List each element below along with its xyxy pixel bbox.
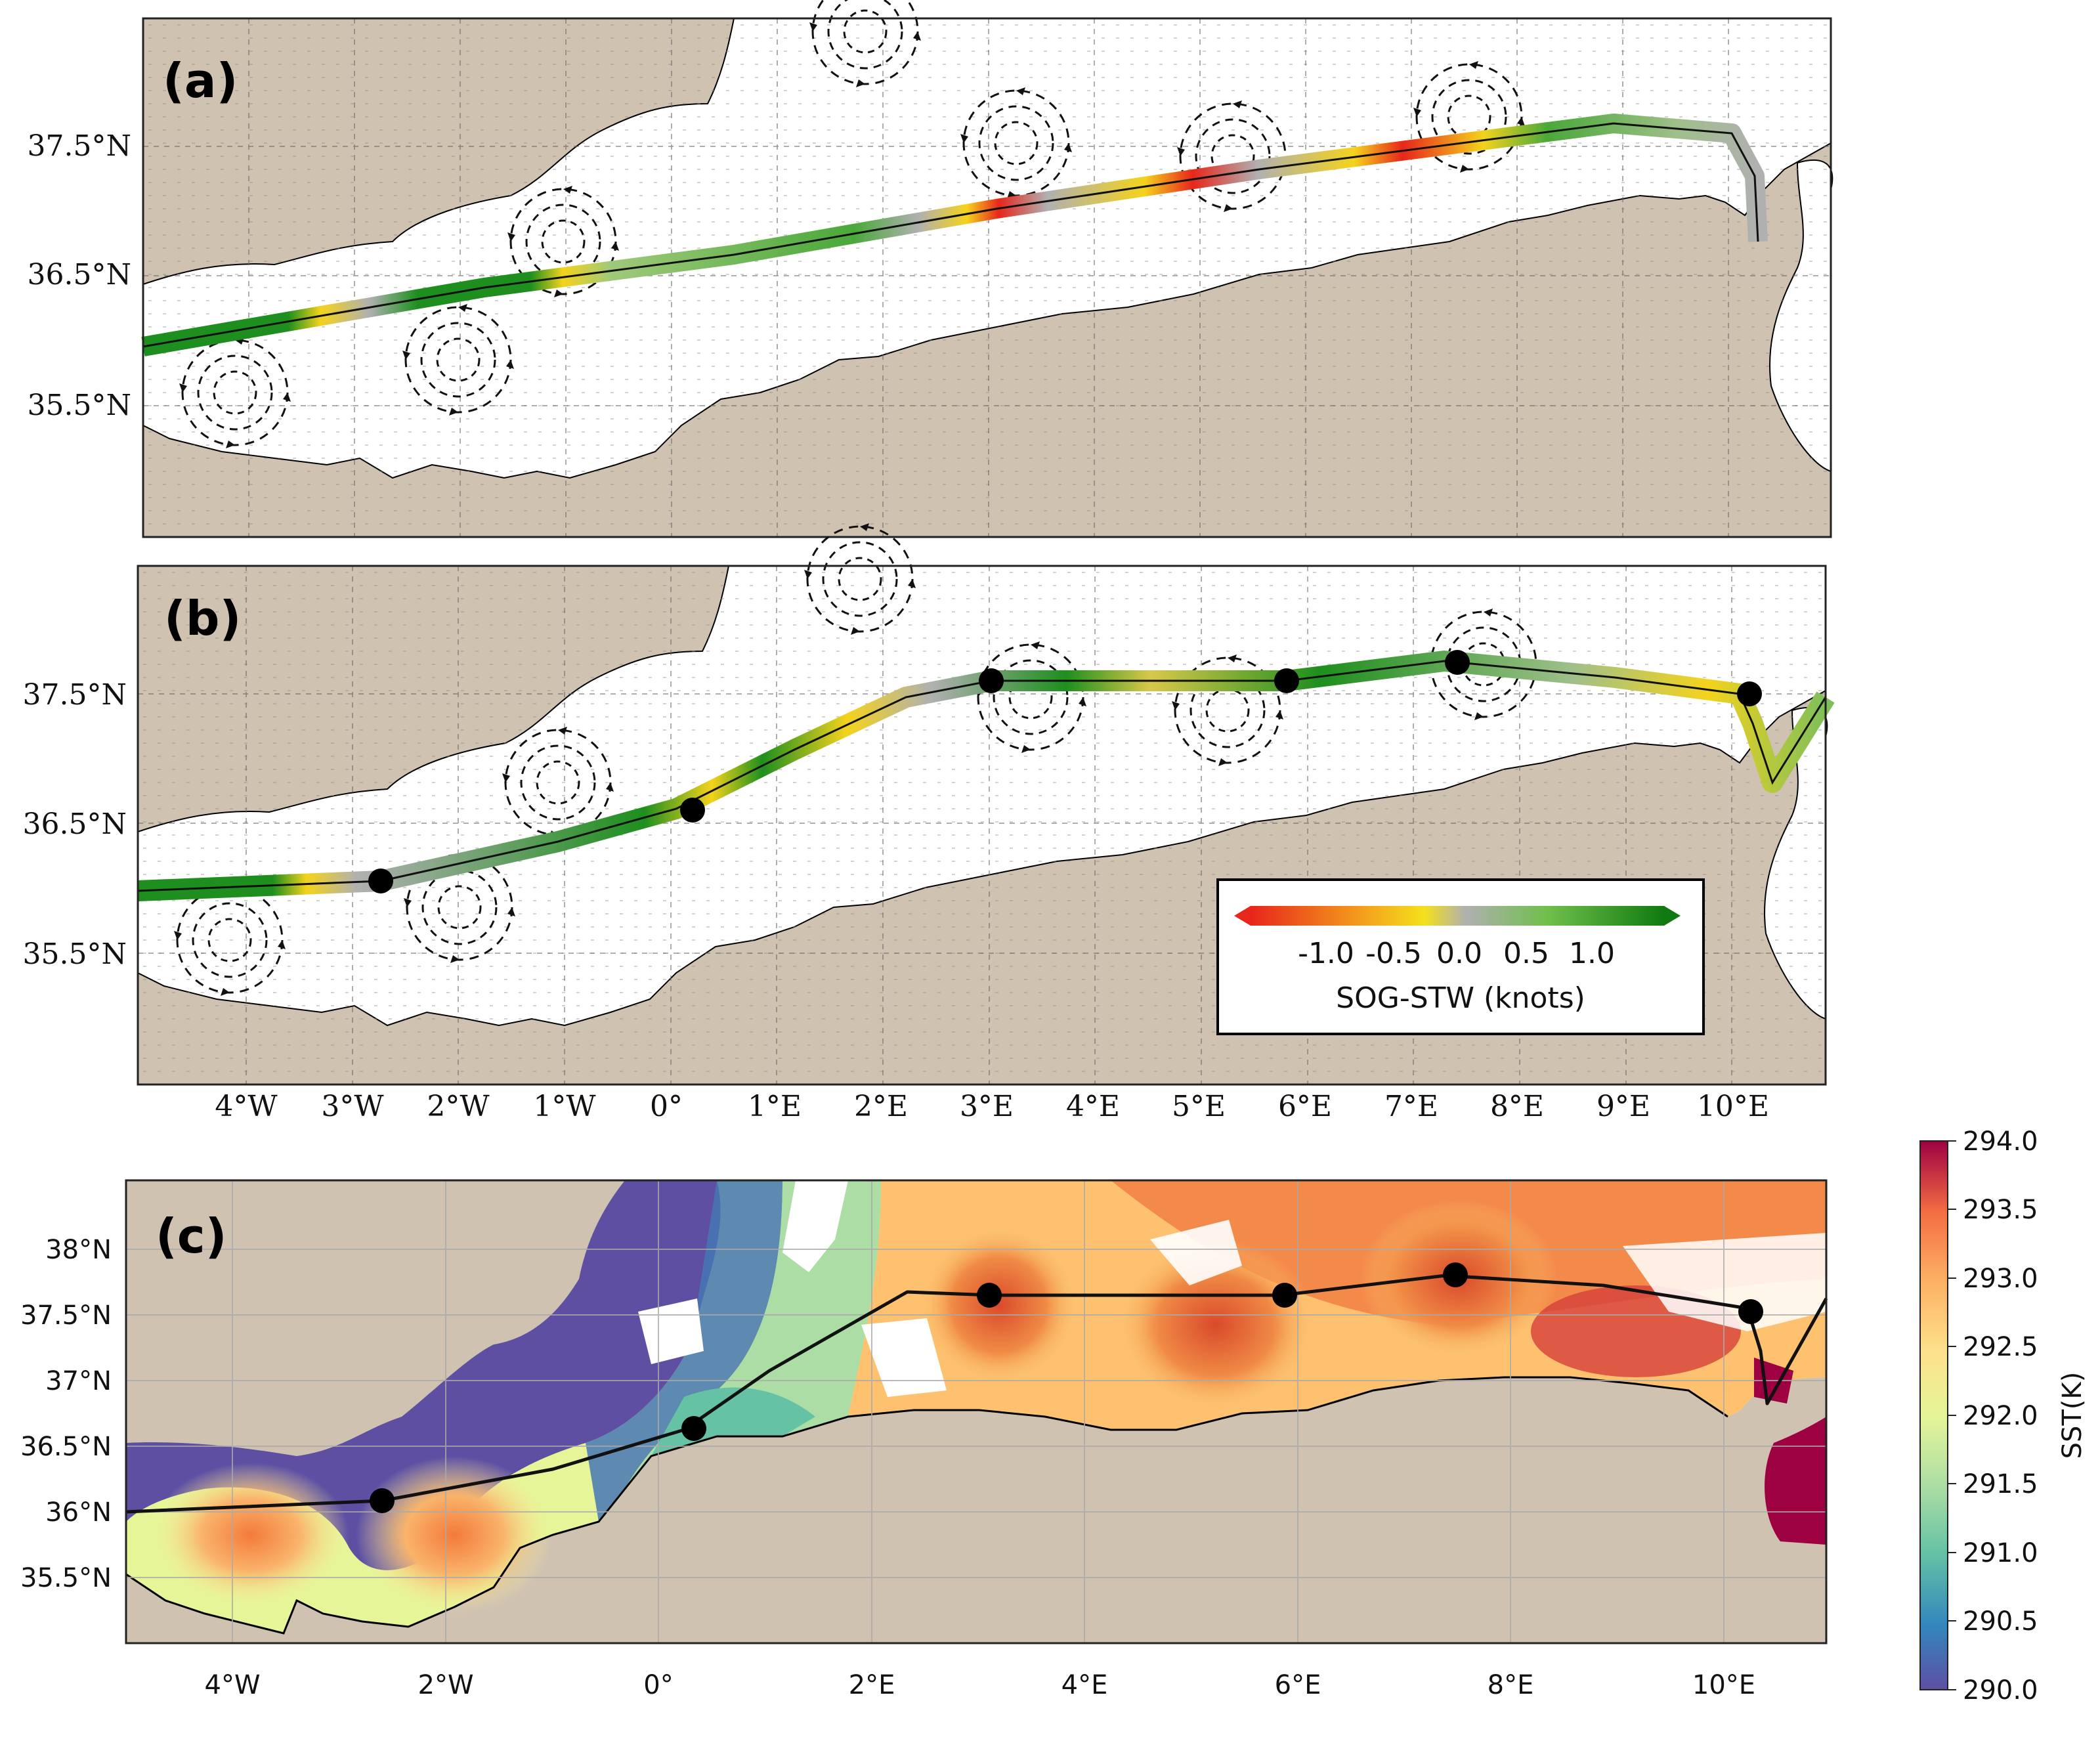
colorbar-tick: 293.0: [1963, 1264, 2038, 1294]
panel-c: (c): [125, 1179, 1828, 1644]
lat-ticks-a: 37.5°N 36.5°N 35.5°N: [28, 129, 131, 422]
sog-colorbar: [1251, 906, 1664, 926]
colorbar-min-arrow: [1234, 906, 1251, 926]
lon-ticks-b: 4°W 3°W 2°W 1°W 0° 1°E 2°E 3°E 4°E 5°E 6…: [215, 1090, 1769, 1123]
waypoint-marker: [1738, 1299, 1763, 1324]
waypoint-marker: [370, 1488, 395, 1513]
lon-tick: 9°E: [1596, 1090, 1650, 1123]
grid-a: [143, 18, 1831, 537]
waypoint-marker: [1737, 681, 1762, 706]
waypoint-marker: [1274, 668, 1299, 693]
legend-tick: -1.0: [1298, 937, 1354, 970]
legend-tick: -0.5: [1365, 937, 1422, 970]
lat-ticks-c: 38°N 37.5°N 37°N 36.5°N 36°N 35.5°N: [20, 1235, 112, 1593]
waypoint-marker: [1443, 1262, 1468, 1287]
lon-tick: 6°E: [1275, 1670, 1321, 1700]
ship-route-c: [125, 1274, 1828, 1514]
legend-title: SOG-STW (knots): [1336, 981, 1585, 1015]
lat-tick: 37°N: [45, 1366, 112, 1396]
lon-tick: 6°E: [1278, 1090, 1332, 1123]
lat-tick: 36.5°N: [23, 807, 127, 841]
lon-tick: 10°E: [1697, 1090, 1769, 1123]
lat-tick: 38°N: [45, 1235, 112, 1265]
waypoints-b: [368, 650, 1762, 893]
lon-tick: 5°E: [1172, 1090, 1226, 1123]
lat-tick: 36.5°N: [20, 1432, 112, 1462]
colorbar-max-arrow: [1664, 906, 1681, 926]
waypoints-c: [370, 1262, 1763, 1513]
lat-tick: 36.5°N: [28, 258, 131, 291]
lat-tick: 37.5°N: [20, 1300, 112, 1331]
lat-tick: 35.5°N: [20, 1563, 112, 1593]
legend-tick: 0.5: [1503, 937, 1549, 970]
lat-tick: 37.5°N: [23, 678, 127, 712]
panel-label-b: (b): [164, 591, 241, 646]
lon-tick: 4°W: [215, 1090, 278, 1123]
lat-tick: 36°N: [45, 1497, 112, 1528]
lon-tick: 8°E: [1488, 1670, 1534, 1700]
colorbar-tick: 293.5: [1963, 1195, 2038, 1225]
lon-tick: 10°E: [1692, 1670, 1755, 1700]
lon-ticks-c: 4°W 2°W 0° 2°E 4°E 6°E 8°E 10°E: [205, 1670, 1756, 1700]
lat-tick: 35.5°N: [23, 937, 127, 971]
waypoint-marker: [680, 798, 705, 823]
sog-legend: -1.0 -0.5 0.0 0.5 1.0 SOG-STW (knots): [1216, 878, 1705, 1035]
colorbar-label: SST(K): [2057, 1372, 2088, 1459]
panel-a: (a): [141, 0, 1833, 538]
colorbar-tick: 290.5: [1963, 1606, 2038, 1637]
waypoint-marker: [681, 1416, 706, 1441]
lon-tick: 2°E: [849, 1670, 895, 1700]
lon-tick: 2°W: [427, 1090, 490, 1123]
lat-tick: 35.5°N: [28, 389, 131, 422]
lon-tick: 4°E: [1066, 1090, 1120, 1123]
lat-tick: 37.5°N: [28, 129, 131, 163]
lon-tick: 3°E: [960, 1090, 1014, 1123]
panel-label-a: (a): [163, 53, 238, 108]
lon-tick: 2°E: [854, 1090, 908, 1123]
waypoint-marker: [1445, 650, 1470, 675]
lon-tick: 7°E: [1384, 1090, 1438, 1123]
colorbar-tick: 291.0: [1963, 1538, 2038, 1568]
lat-ticks-b: 37.5°N 36.5°N 35.5°N: [23, 678, 127, 971]
colorbar-tick: 291.5: [1963, 1469, 2038, 1499]
grid-c: [126, 1180, 1826, 1643]
legend-tick: 1.0: [1569, 937, 1615, 970]
waypoint-marker: [1272, 1283, 1297, 1308]
lon-tick: 3°W: [321, 1090, 384, 1123]
lon-tick: 0°: [650, 1090, 683, 1123]
lon-tick: 1°E: [748, 1090, 802, 1123]
lon-tick: 1°W: [533, 1090, 596, 1123]
colorbar-tick: 290.0: [1963, 1675, 2038, 1706]
lon-tick: 8°E: [1490, 1090, 1544, 1123]
colorbar-tick: 292.5: [1963, 1332, 2038, 1362]
panel-b: (b) -1.0 -0.5 0.0 0.5 1.0 SOG-STW (knots…: [137, 522, 1835, 1086]
lon-tick: 4°E: [1061, 1670, 1108, 1700]
colorbar-tick: 292.0: [1963, 1401, 2038, 1431]
colorbar-tick: 294.0: [1963, 1127, 2038, 1157]
sst-colorbar: 294.0 293.5 293.0 292.5 292.0 291.5 291.…: [1919, 1127, 2088, 1706]
legend-tick: 0.0: [1436, 937, 1482, 970]
waypoint-marker: [368, 869, 393, 893]
lon-tick: 2°W: [418, 1670, 474, 1700]
lon-tick: 0°: [643, 1670, 673, 1700]
panel-label-c: (c): [156, 1209, 227, 1264]
waypoint-marker: [979, 668, 1004, 693]
lon-tick: 4°W: [205, 1670, 261, 1700]
waypoint-marker: [977, 1283, 1002, 1308]
